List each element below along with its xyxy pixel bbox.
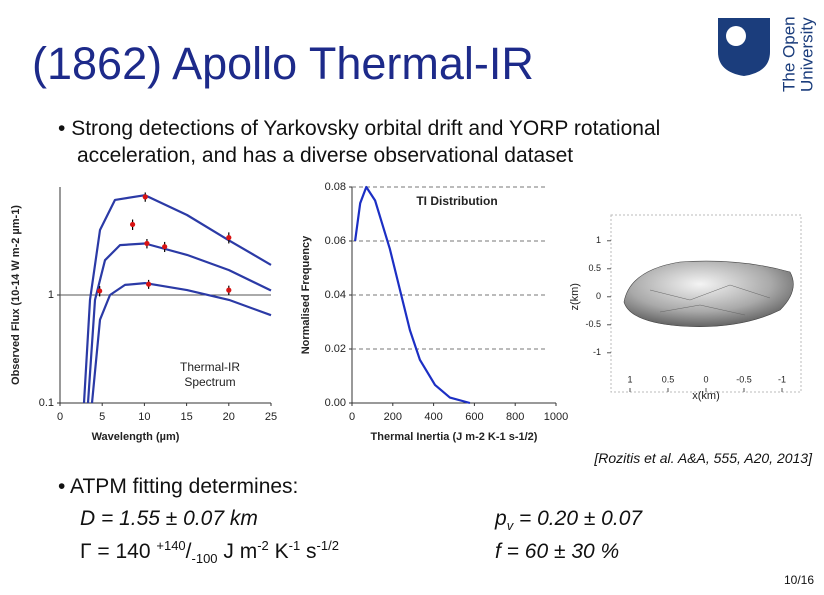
x-tick-label: 20	[223, 411, 235, 423]
annotation: Thermal-IR	[180, 360, 240, 374]
y-tick-label: 0.06	[325, 235, 346, 247]
x-tick-label: 0	[349, 411, 355, 423]
albedo-part: v	[506, 518, 514, 534]
y-tick-label: 0.04	[325, 289, 346, 301]
x-tick-label: 1	[627, 374, 632, 384]
data-point	[226, 287, 232, 293]
y-tick-label: 0.5	[588, 263, 601, 273]
line-series	[354, 185, 471, 405]
gamma: Γ = 140 +140/-100 J m-2 K-1 s-1/2	[80, 538, 339, 567]
data-point	[142, 194, 148, 200]
x-tick-label: -1	[778, 374, 786, 384]
data-point	[97, 288, 103, 294]
x-tick-label: 400	[424, 411, 442, 423]
y-axis-label: Observed Flux (10-14 W m-2 µm-1)	[10, 205, 22, 385]
page-number: 10/16	[783, 573, 814, 587]
x-tick-label: 200	[384, 411, 402, 423]
logo-circle	[726, 26, 746, 46]
gamma-part: Γ = 140	[80, 540, 157, 563]
citation: [Rozitis et al. A&A, 555, A20, 2013]	[594, 450, 812, 466]
intro-text: acceleration, and has a diverse observat…	[77, 144, 574, 167]
gamma-part: -1	[288, 538, 301, 553]
x-tick-label: 25	[265, 411, 277, 423]
albedo-part: = 0.20 ± 0.07	[513, 507, 643, 530]
logo-text: University	[797, 17, 816, 92]
x-tick-label: 0	[57, 411, 63, 423]
x-tick-label: 0	[703, 374, 708, 384]
line-series	[90, 282, 272, 404]
chart-title: TI Distribution	[416, 194, 497, 208]
logo-shield	[718, 18, 770, 76]
y-axis-label: Normalised Frequency	[300, 235, 312, 354]
shape-model	[623, 260, 794, 327]
y-axis-label: z(km)	[569, 283, 581, 311]
data-point	[146, 281, 152, 287]
gamma-part: +140	[156, 538, 186, 553]
gamma-part: -2	[257, 538, 269, 553]
x-tick-label: 800	[506, 411, 524, 423]
intro-line: • Strong detections of Yarkovsky orbital…	[58, 117, 661, 140]
x-axis-label: x(km)	[692, 390, 720, 402]
data-point	[226, 235, 232, 241]
y-tick-label: 0.08	[325, 181, 346, 193]
atpm-heading-line: • ATPM fitting determines:	[58, 475, 299, 498]
x-tick-label: 15	[180, 411, 192, 423]
x-tick-label: -0.5	[736, 374, 752, 384]
x-tick-label: 5	[99, 411, 105, 423]
gamma-part: -1/2	[316, 538, 339, 553]
roughness: f = 60 ± 30 %	[495, 540, 620, 563]
logo-text: The Open	[779, 16, 798, 92]
y-tick-label: 1	[596, 235, 601, 245]
y-tick-label: -1	[593, 347, 601, 357]
y-tick-label: 0.02	[325, 343, 346, 355]
intro-text: Strong detections of Yarkovsky orbital d…	[71, 117, 661, 140]
gamma-part: -100	[191, 551, 218, 567]
x-tick-label: 1000	[544, 411, 568, 423]
y-tick-label: -0.5	[585, 319, 601, 329]
data-point	[162, 244, 168, 250]
line-series	[86, 242, 272, 404]
gamma-part: /	[185, 540, 192, 563]
y-tick-label: 1	[48, 289, 54, 301]
data-point	[129, 221, 136, 228]
x-axis-label: Thermal Inertia (J m-2 K-1 s-1/2)	[371, 431, 538, 443]
y-tick-label: 0.1	[39, 397, 54, 409]
line-series	[82, 194, 272, 404]
shape-facets	[649, 284, 771, 316]
gamma-part: J m	[217, 540, 258, 563]
y-tick-label: 0	[596, 291, 601, 301]
gamma-part: s	[300, 540, 317, 563]
gamma-part: K	[268, 540, 289, 563]
data-point	[144, 240, 150, 247]
annotation: Spectrum	[184, 375, 235, 389]
x-tick-label: 0.5	[662, 374, 675, 384]
atpm-heading: ATPM fitting determines:	[70, 475, 299, 498]
y-tick-label: 0.00	[325, 397, 346, 409]
x-axis-label: Wavelength (µm)	[92, 431, 180, 443]
diameter: D = 1.55 ± 0.07 km	[80, 507, 258, 530]
x-tick-label: 10	[138, 411, 150, 423]
x-tick-label: 600	[465, 411, 483, 423]
albedo: pv = 0.20 ± 0.07	[495, 507, 643, 534]
slide-title: (1862) Apollo Thermal-IR	[32, 38, 534, 89]
albedo-part: p	[495, 507, 507, 530]
